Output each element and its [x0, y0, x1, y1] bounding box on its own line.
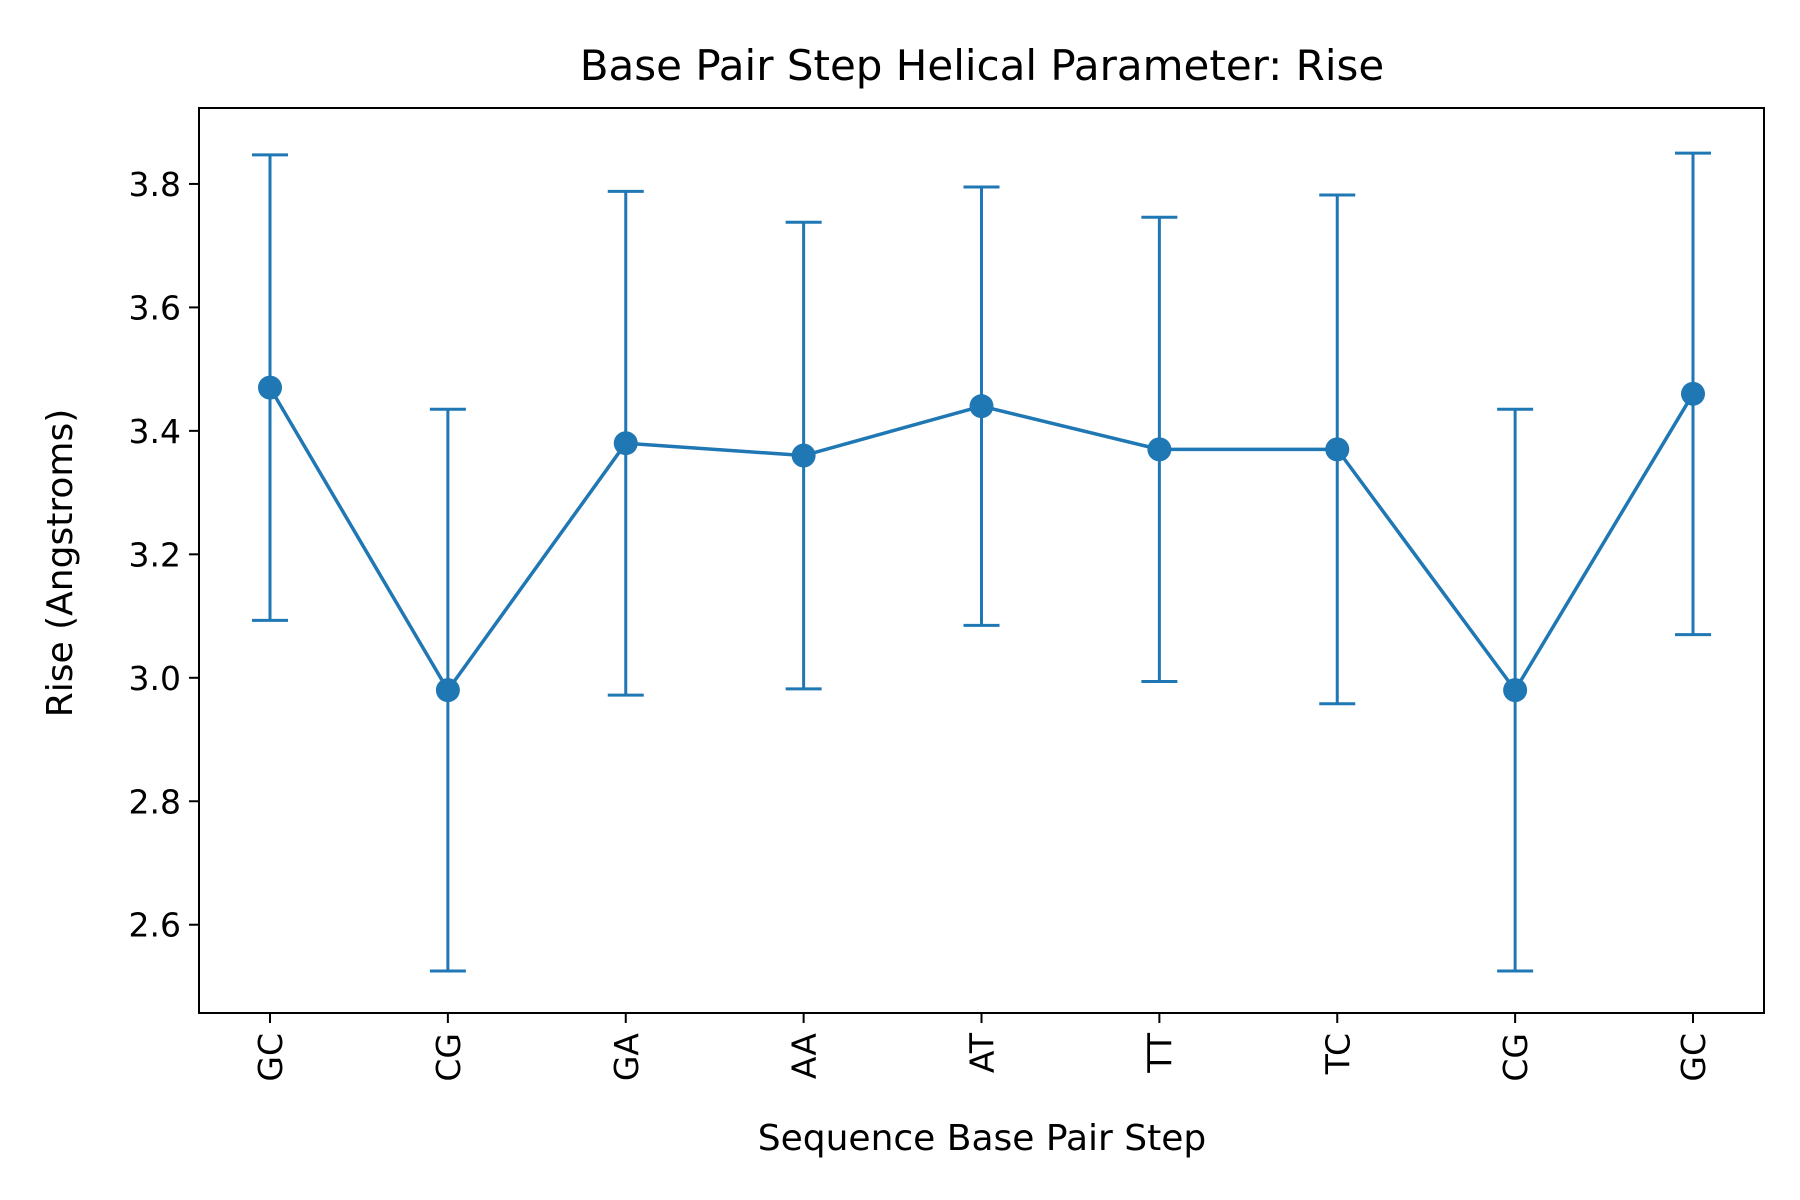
- data-point: [1681, 381, 1705, 406]
- y-tick-label: 3.8: [129, 165, 181, 204]
- y-tick-label: 2.8: [129, 782, 181, 821]
- data-point: [435, 678, 460, 703]
- data-point: [258, 375, 282, 400]
- x-tick-label: AT: [963, 1032, 1002, 1073]
- x-tick-label: TC: [1318, 1033, 1357, 1075]
- x-tick-label: CG: [1496, 1033, 1535, 1082]
- data-point: [1503, 678, 1528, 703]
- data-point: [969, 394, 994, 419]
- data-point: [791, 443, 816, 468]
- x-tick-label: TT: [1140, 1032, 1179, 1074]
- plot-area: 2.6 2.8 3.0 3.2 3.4 3.6 3.8 GC CG GA AA AT TT TC CG GC: [129, 151, 1713, 1082]
- data-point: [613, 431, 638, 456]
- y-tick-label: 2.6: [129, 906, 181, 945]
- y-tick-label: 3.4: [129, 412, 181, 451]
- plot-frame: [198, 107, 1765, 1014]
- y-axis-label: Rise (Angstroms): [40, 409, 81, 717]
- chart-title: Base Pair Step Helical Parameter: Rise: [580, 41, 1385, 90]
- y-tick-label: 3.2: [129, 535, 181, 574]
- data-point: [1325, 437, 1350, 462]
- x-axis-label: Sequence Base Pair Step: [758, 1118, 1207, 1159]
- x-tick-label: CG: [429, 1033, 468, 1082]
- y-tick-label: 3.6: [129, 288, 181, 327]
- x-tick-label: AA: [785, 1033, 824, 1079]
- x-tick-label: GA: [607, 1033, 646, 1082]
- x-tick-label: GC: [251, 1033, 290, 1082]
- x-tick-label: GC: [1674, 1033, 1713, 1082]
- y-tick-label: 3.0: [129, 659, 181, 698]
- data-point: [1147, 437, 1172, 462]
